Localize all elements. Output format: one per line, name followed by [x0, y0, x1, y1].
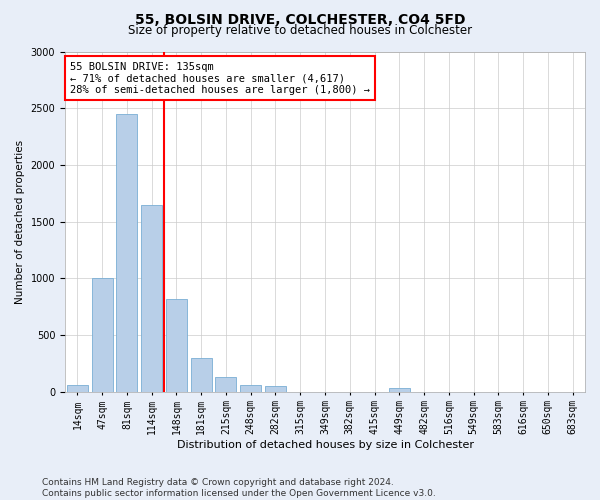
Bar — [240, 386, 261, 392]
Y-axis label: Number of detached properties: Number of detached properties — [15, 140, 25, 304]
Text: Size of property relative to detached houses in Colchester: Size of property relative to detached ho… — [128, 24, 472, 37]
Bar — [166, 298, 187, 392]
Bar — [141, 204, 162, 392]
X-axis label: Distribution of detached houses by size in Colchester: Distribution of detached houses by size … — [176, 440, 473, 450]
Bar — [389, 388, 410, 392]
Text: 55 BOLSIN DRIVE: 135sqm
← 71% of detached houses are smaller (4,617)
28% of semi: 55 BOLSIN DRIVE: 135sqm ← 71% of detache… — [70, 62, 370, 95]
Bar — [191, 358, 212, 392]
Bar — [92, 278, 113, 392]
Bar — [215, 377, 236, 392]
Text: 55, BOLSIN DRIVE, COLCHESTER, CO4 5FD: 55, BOLSIN DRIVE, COLCHESTER, CO4 5FD — [135, 12, 465, 26]
Text: Contains HM Land Registry data © Crown copyright and database right 2024.
Contai: Contains HM Land Registry data © Crown c… — [42, 478, 436, 498]
Bar — [265, 386, 286, 392]
Bar — [67, 385, 88, 392]
Bar — [116, 114, 137, 392]
